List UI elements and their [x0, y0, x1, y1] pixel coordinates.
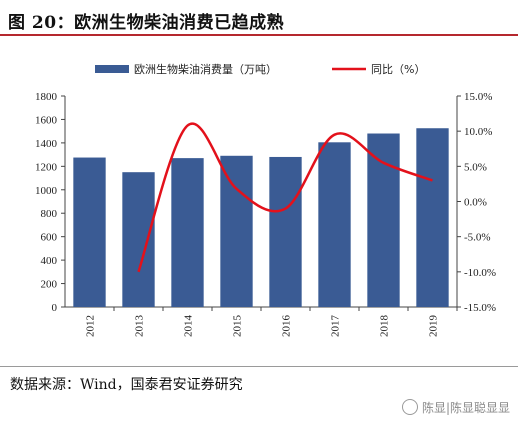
watermark: 陈显|陈显聪显显	[401, 399, 510, 416]
left-tick-label: 600	[41, 232, 58, 244]
left-tick-label: 1000	[35, 185, 58, 197]
left-tick-label: 400	[41, 255, 58, 267]
plot-area: 0 200 400 600 800 1000 1200 1400 1600 1800 -15.0% -…	[35, 91, 496, 337]
x-tick-label: 2016	[281, 315, 293, 338]
legend: 欧洲生物柴油消费量（万吨） 同比（%）	[95, 62, 425, 76]
left-tick-label: 1800	[35, 91, 58, 103]
x-tick-label: 2017	[330, 315, 342, 338]
right-tick-label: 15.0%	[464, 91, 492, 103]
x-tick-label: 2018	[379, 315, 391, 338]
bar	[122, 172, 155, 307]
left-tick-label: 800	[41, 208, 58, 220]
left-tick-label: 1400	[35, 138, 58, 150]
wechat-icon	[401, 399, 418, 415]
bar	[416, 128, 449, 307]
x-tick-label: 2012	[85, 315, 97, 337]
left-tick-label: 0	[52, 302, 58, 314]
right-tick-label: -5.0%	[464, 232, 491, 244]
bar	[367, 133, 400, 307]
bar	[269, 156, 302, 307]
right-tick-label: 5.0%	[464, 161, 487, 173]
legend-label-line: 同比（%）	[371, 63, 425, 76]
x-tick-label: 2013	[134, 315, 146, 338]
left-tick-label: 1600	[35, 114, 58, 126]
legend-label-bar: 欧洲生物柴油消费量（万吨）	[134, 62, 277, 76]
yoy-line	[137, 122, 433, 273]
left-tick-label: 200	[41, 279, 58, 291]
title-rule	[0, 34, 518, 36]
bar	[318, 142, 351, 307]
right-tick-label: 10.0%	[464, 126, 492, 138]
bar	[73, 157, 106, 307]
bar	[171, 158, 204, 307]
source-note: 数据来源：Wind，国泰君安证券研究	[10, 377, 243, 393]
figure-title: 图 20：欧洲生物柴油消费已趋成熟	[8, 13, 285, 33]
x-tick-label: 2015	[232, 315, 244, 338]
right-tick-label: -10.0%	[464, 267, 496, 279]
left-tick-label: 1200	[35, 161, 58, 173]
right-tick-label: -15.0%	[464, 302, 496, 314]
watermark-text: 陈显|陈显聪显显	[421, 401, 510, 415]
x-tick-label: 2014	[183, 315, 195, 338]
x-tick-label: 2019	[428, 315, 440, 338]
source-rule	[0, 366, 518, 367]
legend-swatch-bar	[95, 65, 129, 73]
chart: 欧洲生物柴油消费量（万吨） 同比（%） 0 200 400 600 800 1000 1200…	[35, 62, 496, 337]
right-tick-label: 0.0%	[464, 197, 487, 209]
bar	[220, 155, 253, 307]
